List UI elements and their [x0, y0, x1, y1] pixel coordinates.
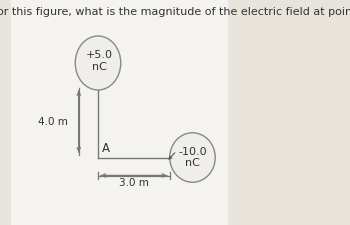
- Ellipse shape: [75, 36, 121, 90]
- Text: A: A: [102, 142, 110, 155]
- Text: 4.0 m: 4.0 m: [38, 117, 68, 126]
- FancyBboxPatch shape: [10, 0, 228, 225]
- Text: For this figure, what is the magnitude of the electric field at point A?: For this figure, what is the magnitude o…: [0, 7, 350, 17]
- Text: 3.0 m: 3.0 m: [119, 178, 149, 188]
- Text: -10.0
nC: -10.0 nC: [178, 147, 207, 168]
- Ellipse shape: [170, 133, 215, 182]
- Text: +5.0
nC: +5.0 nC: [86, 50, 113, 72]
